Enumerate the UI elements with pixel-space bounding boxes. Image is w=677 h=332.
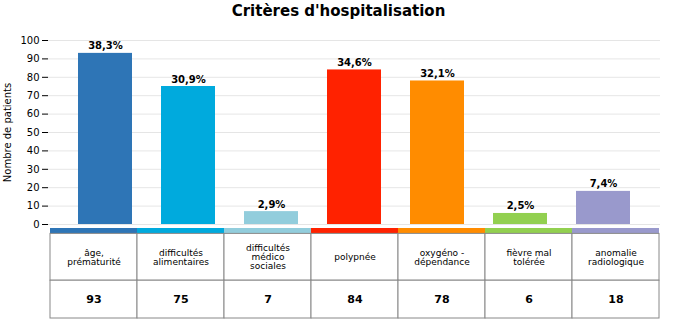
svg-text:2,5%: 2,5% [507, 200, 535, 211]
svg-text:7: 7 [264, 293, 272, 306]
svg-text:6: 6 [525, 293, 533, 306]
svg-text:50: 50 [27, 127, 40, 138]
svg-text:100: 100 [20, 35, 39, 46]
svg-text:90: 90 [27, 53, 40, 64]
svg-text:60: 60 [27, 108, 40, 119]
svg-text:18: 18 [608, 293, 623, 306]
svg-text:32,1%: 32,1% [420, 68, 455, 79]
svg-text:34,6%: 34,6% [337, 57, 372, 68]
html-text:Critères d'hospitalisation: Critères d'hospitalisation [231, 2, 446, 20]
svg-text:75: 75 [173, 293, 188, 306]
svg-text:0: 0 [33, 219, 39, 228]
svg-text:polypnée: polypnée [334, 252, 376, 262]
svg-text:78: 78 [434, 293, 449, 306]
svg-text:10: 10 [27, 200, 40, 211]
svg-text:anomalieradiologique: anomalieradiologique [588, 248, 645, 267]
svg-text:2,9%: 2,9% [258, 199, 286, 210]
svg-text:âge,prématurité: âge,prématurité [67, 248, 121, 267]
svg-text:difficultésalimentaires: difficultésalimentaires [153, 248, 209, 267]
svg-text:Nombre de patients: Nombre de patients [2, 83, 13, 182]
svg-text:30,9%: 30,9% [171, 74, 206, 85]
svg-text:70: 70 [27, 90, 40, 101]
svg-text:40: 40 [27, 145, 40, 156]
svg-text:38,3%: 38,3% [88, 40, 123, 51]
svg-text:30: 30 [27, 164, 40, 175]
svg-text:difficultésmédicosociales: difficultésmédicosociales [246, 243, 290, 271]
svg-text:7,4%: 7,4% [590, 178, 618, 189]
svg-text:oxygéno -dépendance: oxygéno -dépendance [414, 248, 470, 267]
svg-text:20: 20 [27, 182, 40, 193]
svg-text:84: 84 [347, 293, 363, 306]
svg-text:93: 93 [86, 293, 101, 306]
svg-text:80: 80 [27, 72, 40, 83]
svg-text:fièvre maltolérée: fièvre maltolérée [506, 248, 551, 267]
